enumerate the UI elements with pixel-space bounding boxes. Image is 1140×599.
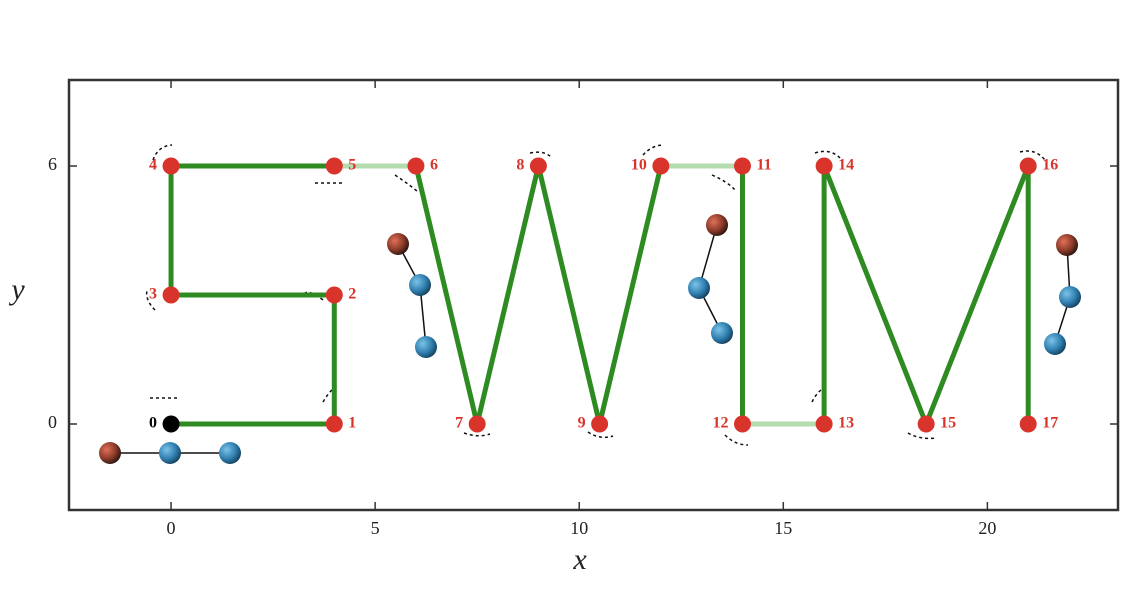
waypoint (815, 157, 833, 175)
waypoint-label: 3 (149, 286, 157, 303)
y-tick-label: 6 (48, 154, 57, 174)
waypoint (325, 157, 343, 175)
waypoint-label: 5 (348, 157, 356, 174)
waypoint-label: 8 (516, 157, 524, 174)
waypoint-label: 15 (940, 415, 956, 432)
waypoint (733, 157, 751, 175)
trajectory-segment (413, 163, 480, 427)
waypoint-label: 6 (430, 157, 438, 174)
x-tick-label: 5 (371, 518, 380, 538)
x-tick-label: 10 (570, 518, 588, 538)
waypoint (652, 157, 670, 175)
waypoint (917, 415, 935, 433)
trajectory-segment (535, 163, 603, 427)
plot-frame (67, 78, 1120, 512)
swimmer-icons (99, 214, 1081, 464)
waypoint-label: 13 (838, 415, 854, 432)
waypoint-label: 1 (348, 415, 356, 432)
waypoint-label: 0 (149, 415, 157, 432)
x-axis-label: x (572, 543, 587, 576)
trajectory-segment (821, 163, 929, 427)
trajectory-segment (474, 163, 541, 427)
waypoint (591, 415, 609, 433)
waypoint-label: 2 (348, 286, 356, 303)
trajectory-segment (923, 163, 1031, 427)
waypoint (529, 157, 547, 175)
waypoint-label: 12 (712, 415, 728, 432)
waypoint-label: 14 (838, 157, 854, 174)
waypoint (162, 157, 180, 175)
x-tick-label: 20 (978, 518, 996, 538)
waypoint-label: 7 (455, 415, 463, 432)
waypoint (325, 415, 343, 433)
waypoint (1019, 415, 1037, 433)
waypoint (815, 415, 833, 433)
waypoint-label: 10 (631, 157, 647, 174)
waypoint-label: 17 (1042, 415, 1058, 432)
x-tick-label: 15 (774, 518, 792, 538)
x-tick-label: 0 (167, 518, 176, 538)
waypoint (468, 415, 486, 433)
y-axis-label: y (8, 273, 25, 306)
waypoint-label: 4 (149, 157, 157, 174)
waypoint (407, 157, 425, 175)
waypoint-label: 11 (756, 157, 771, 174)
waypoint-label: 9 (578, 415, 586, 432)
waypoint (162, 286, 180, 304)
waypoint (733, 415, 751, 433)
waypoint (162, 415, 180, 433)
waypoint-label: 16 (1042, 157, 1058, 174)
trajectory-segment (597, 163, 664, 427)
waypoint (325, 286, 343, 304)
y-tick-label: 0 (48, 412, 57, 432)
waypoint (1019, 157, 1037, 175)
